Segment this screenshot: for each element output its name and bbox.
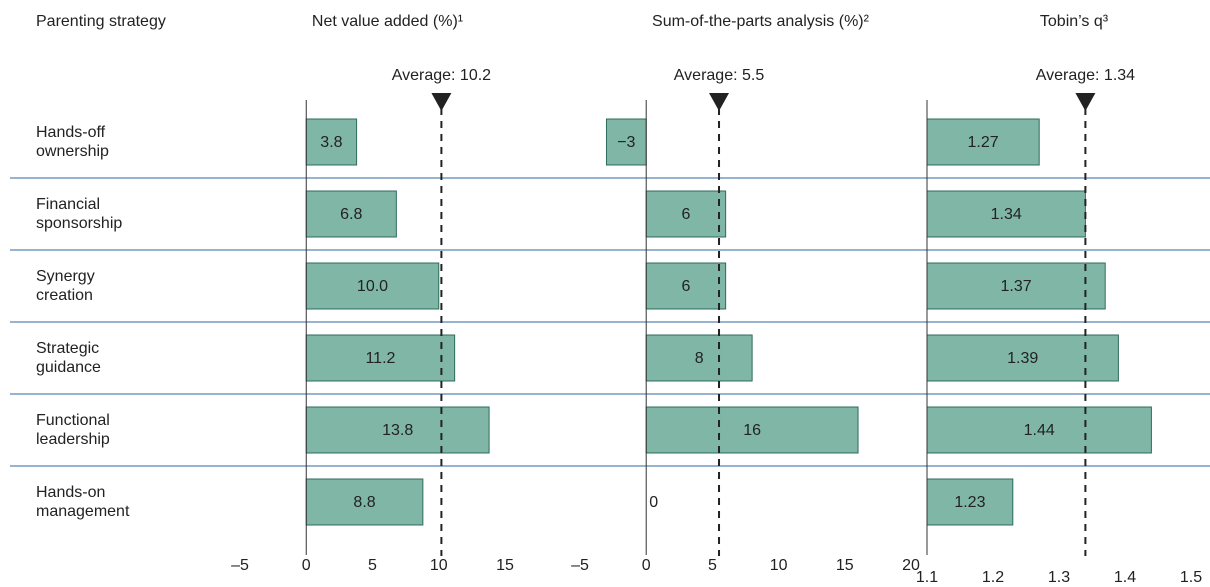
value-label: 0 — [649, 494, 658, 511]
value-label: 6 — [681, 278, 690, 295]
row-label: Hands-on management — [36, 484, 130, 520]
value-label: 8 — [695, 350, 704, 367]
x-tick-label: 0 — [302, 557, 311, 574]
value-label: 6.8 — [340, 206, 362, 223]
panel-title: Net value added (%)¹ — [312, 13, 463, 30]
bar — [645, 190, 727, 238]
x-tick-label: 20 — [902, 557, 920, 574]
x-tick-label: –5 — [571, 557, 589, 574]
panel-title: Sum-of-the-parts analysis (%)² — [652, 13, 870, 30]
x-tick-label: 1.2 — [982, 569, 1004, 586]
x-tick-label: –5 — [231, 557, 249, 574]
average-marker — [431, 93, 452, 111]
row-label: Hands-off ownership — [36, 124, 109, 160]
row-header: Parenting strategy — [36, 13, 166, 30]
bar — [305, 478, 424, 526]
value-label: 3.8 — [320, 134, 342, 151]
value-label: 1.23 — [954, 494, 985, 511]
bar — [305, 334, 456, 382]
x-tick-label: 1.5 — [1180, 569, 1202, 586]
value-label: 16 — [743, 422, 761, 439]
x-tick-label: 15 — [836, 557, 854, 574]
x-tick-label: 1.1 — [916, 569, 938, 586]
value-label: 1.34 — [991, 206, 1022, 223]
bar — [926, 406, 1152, 454]
row-label: Functional leadership — [36, 412, 110, 448]
bar — [605, 118, 647, 166]
bar — [926, 262, 1106, 310]
value-label: 1.27 — [968, 134, 999, 151]
bar — [305, 118, 358, 166]
average-marker — [709, 93, 730, 111]
bar — [305, 406, 490, 454]
value-label: 8.8 — [353, 494, 375, 511]
value-label: 11.2 — [365, 350, 395, 367]
value-label: 1.39 — [1007, 350, 1038, 367]
x-tick-label: 1.3 — [1048, 569, 1070, 586]
bar — [926, 334, 1119, 382]
x-tick-label: 5 — [708, 557, 717, 574]
bar — [926, 478, 1014, 526]
average-label: Average: 1.34 — [1036, 67, 1135, 84]
average-label: Average: 5.5 — [674, 67, 765, 84]
average-label: Average: 10.2 — [392, 67, 491, 84]
bar — [645, 334, 753, 382]
x-tick-label: 5 — [368, 557, 377, 574]
bar — [645, 406, 859, 454]
x-tick-label: 15 — [496, 557, 514, 574]
row-label: Synergy creation — [36, 268, 95, 304]
value-label: 1.44 — [1024, 422, 1055, 439]
value-label: 6 — [681, 206, 690, 223]
x-tick-label: 1.4 — [1114, 569, 1136, 586]
x-tick-label: 10 — [430, 557, 448, 574]
row-label: Financial sponsorship — [36, 196, 123, 232]
value-label: 1.37 — [1001, 278, 1032, 295]
x-tick-label: 10 — [770, 557, 788, 574]
x-tick-label: 0 — [642, 557, 651, 574]
panel-title: Tobin’s q³ — [1040, 13, 1109, 30]
bar — [305, 262, 440, 310]
value-label: −3 — [617, 134, 635, 151]
row-label: Strategic guidance — [36, 340, 101, 376]
average-marker — [1075, 93, 1096, 111]
value-label: 13.8 — [382, 422, 413, 439]
value-label: 10.0 — [357, 278, 388, 295]
bar — [645, 262, 727, 310]
